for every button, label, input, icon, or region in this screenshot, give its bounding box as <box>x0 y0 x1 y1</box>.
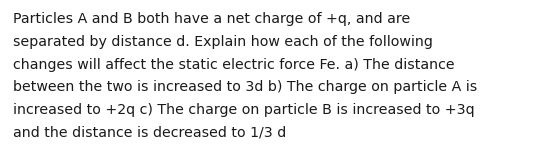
Text: and the distance is decreased to 1/3 d: and the distance is decreased to 1/3 d <box>13 126 286 140</box>
Text: separated by distance d. Explain how each of the following: separated by distance d. Explain how eac… <box>13 35 433 49</box>
Text: Particles A and B both have a net charge of +q, and are: Particles A and B both have a net charge… <box>13 12 410 26</box>
Text: between the two is increased to 3d b) The charge on particle A is: between the two is increased to 3d b) Th… <box>13 80 477 94</box>
Text: changes will affect the static electric force Fe. a) The distance: changes will affect the static electric … <box>13 58 455 72</box>
Text: increased to +2q c) The charge on particle B is increased to +3q: increased to +2q c) The charge on partic… <box>13 103 475 117</box>
